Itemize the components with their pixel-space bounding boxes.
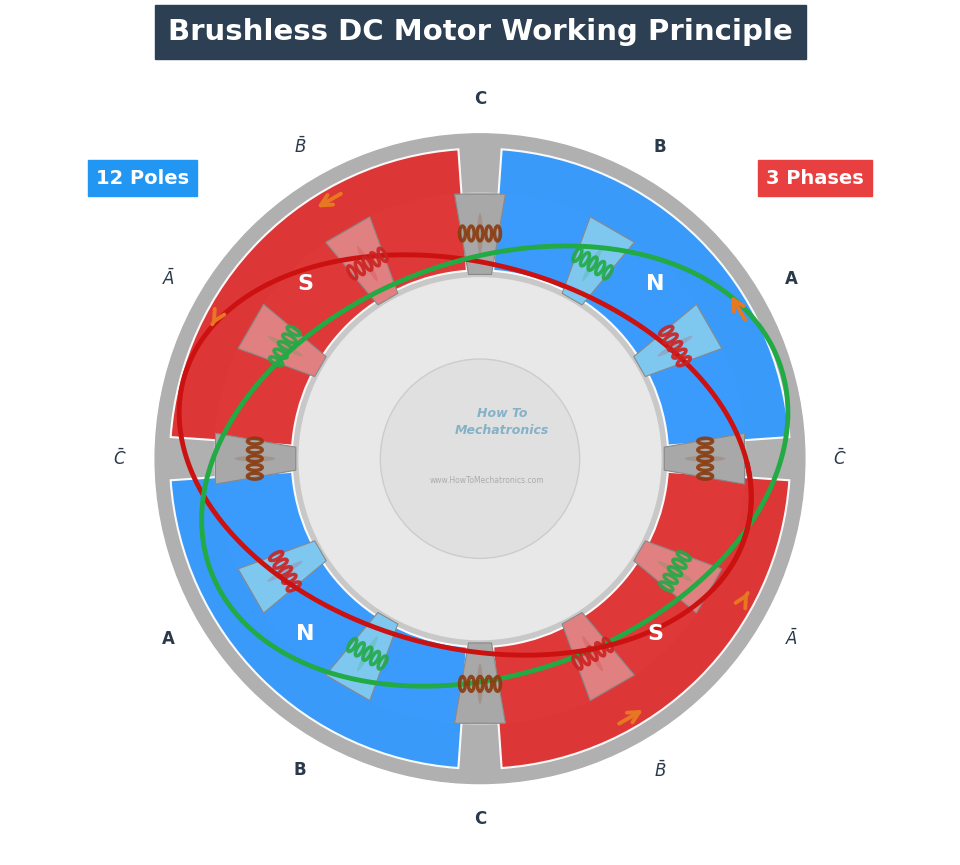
Polygon shape (563, 612, 635, 701)
Polygon shape (238, 304, 326, 376)
Text: N: N (646, 274, 664, 294)
Text: $\bar{A}$: $\bar{A}$ (785, 629, 799, 649)
Text: S: S (297, 274, 313, 294)
Text: 3 Phases: 3 Phases (766, 169, 864, 188)
Text: How To
Mechatronics: How To Mechatronics (455, 407, 549, 437)
Circle shape (214, 193, 746, 725)
Text: C: C (474, 810, 486, 828)
Polygon shape (325, 612, 397, 701)
Text: C: C (474, 90, 486, 108)
Ellipse shape (658, 336, 692, 356)
Ellipse shape (477, 214, 483, 253)
Text: A: A (785, 270, 798, 288)
Circle shape (300, 278, 660, 639)
Ellipse shape (582, 246, 603, 281)
Polygon shape (664, 433, 745, 484)
Text: $\bar{C}$: $\bar{C}$ (113, 448, 127, 469)
Text: A: A (162, 630, 175, 648)
Polygon shape (215, 433, 296, 484)
Ellipse shape (684, 456, 726, 462)
Text: $\bar{C}$: $\bar{C}$ (833, 448, 847, 469)
Text: 12 Poles: 12 Poles (96, 169, 189, 188)
Ellipse shape (477, 663, 483, 704)
Polygon shape (325, 217, 397, 304)
Text: www.HowToMechatronics.com: www.HowToMechatronics.com (430, 477, 544, 485)
Text: N: N (296, 624, 314, 644)
Wedge shape (493, 471, 789, 768)
Ellipse shape (234, 456, 276, 462)
Wedge shape (171, 471, 467, 768)
Polygon shape (454, 194, 506, 274)
Text: $\bar{B}$: $\bar{B}$ (654, 760, 666, 780)
Wedge shape (493, 150, 789, 445)
Text: $\bar{A}$: $\bar{A}$ (161, 268, 175, 289)
Wedge shape (171, 150, 467, 445)
Ellipse shape (268, 561, 302, 581)
Polygon shape (563, 217, 635, 304)
Text: Brushless DC Motor Working Principle: Brushless DC Motor Working Principle (168, 18, 792, 46)
Text: S: S (647, 624, 663, 644)
Polygon shape (454, 643, 506, 723)
Polygon shape (634, 304, 722, 376)
Text: $\bar{B}$: $\bar{B}$ (294, 137, 306, 157)
Circle shape (156, 134, 804, 784)
Ellipse shape (658, 561, 692, 581)
Ellipse shape (357, 636, 378, 671)
Polygon shape (238, 541, 326, 613)
Ellipse shape (582, 636, 603, 671)
Text: B: B (294, 761, 306, 779)
Ellipse shape (268, 336, 302, 356)
Ellipse shape (357, 246, 378, 281)
Text: B: B (654, 138, 666, 156)
Polygon shape (634, 541, 722, 613)
Circle shape (380, 359, 580, 558)
